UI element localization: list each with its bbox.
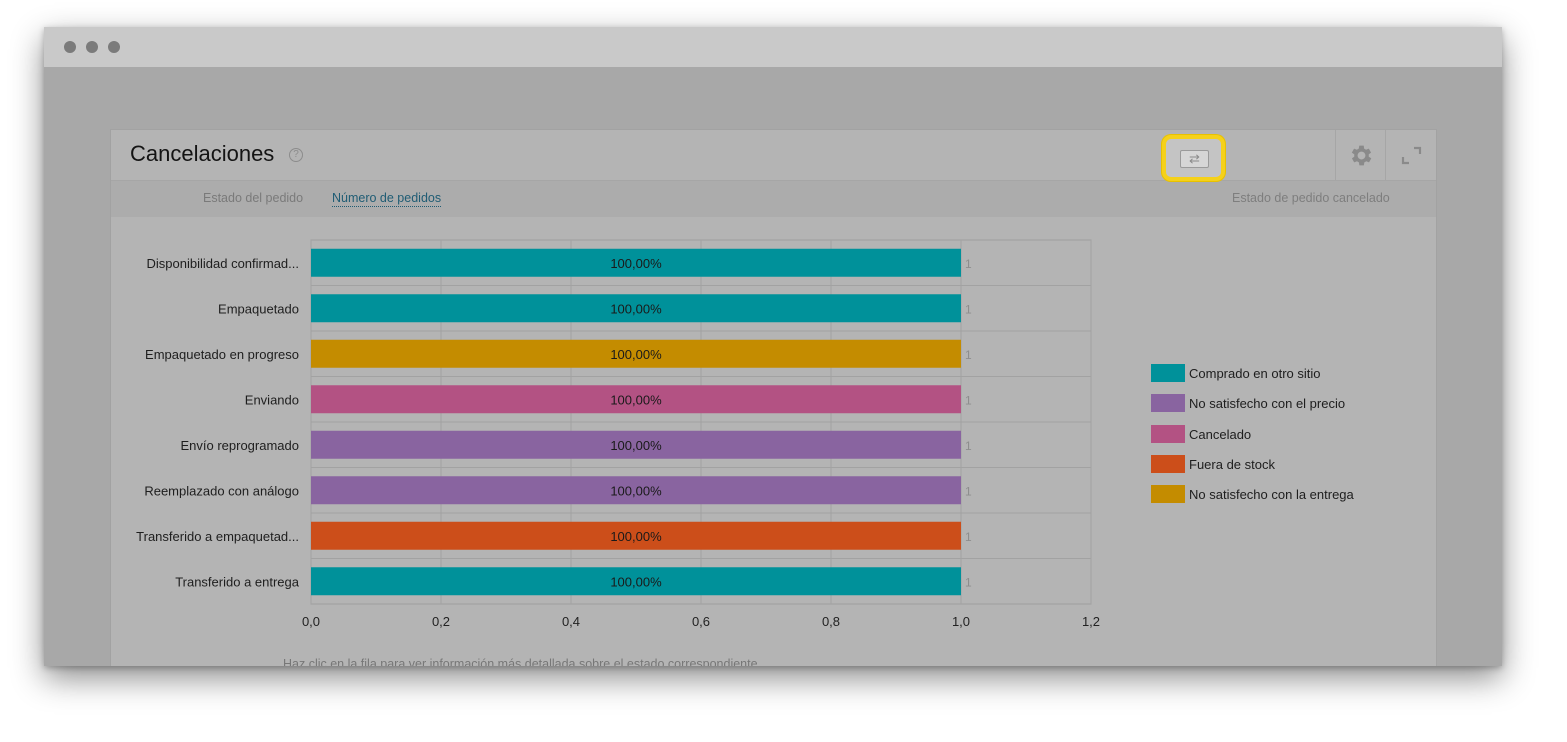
- category-label[interactable]: Disponibilidad confirmad...: [147, 256, 299, 271]
- app-window: Cancelaciones ? Estado del pedido Número…: [44, 27, 1502, 666]
- category-label[interactable]: Transferido a empaquetad...: [136, 529, 299, 544]
- tab-order-status[interactable]: Estado del pedido: [203, 191, 304, 205]
- bar-value-label: 1: [965, 257, 972, 271]
- bar-value-label: 1: [965, 484, 972, 498]
- x-tick-label: 1,2: [1082, 614, 1100, 629]
- x-tick-label: 0,8: [822, 614, 840, 629]
- bar[interactable]: [311, 430, 961, 459]
- cancellations-bar-chart: 0,0 0,2 0,4 0,6 0,8 1,0 1,2 Disponibilidad conf…: [136, 239, 1100, 629]
- bar-percent-label: 100,00%: [610, 256, 662, 271]
- category-label[interactable]: Transferido a entrega: [175, 574, 300, 589]
- category-label[interactable]: Empaquetado: [218, 301, 299, 316]
- question-circle-icon[interactable]: ?: [289, 148, 303, 162]
- bar-percent-label: 100,00%: [610, 483, 662, 498]
- legend-label: Cancelado: [1189, 426, 1252, 442]
- category-label[interactable]: Empaquetado en progreso: [145, 347, 299, 362]
- window-titlebar: [44, 27, 1502, 67]
- widget-title: Cancelaciones: [130, 141, 275, 166]
- swap-view-button[interactable]: ⇄: [1162, 135, 1225, 181]
- bar[interactable]: [311, 248, 961, 277]
- legend-label: No satisfecho con la entrega: [1189, 487, 1354, 503]
- cancellations-widget: Cancelaciones ? Estado del pedido Número…: [110, 129, 1437, 666]
- x-tick-label: 1,0: [952, 614, 970, 629]
- swap-arrows-icon: ⇄: [1180, 150, 1209, 168]
- tabs-bar: Estado del pedido Número de pedidos Esta…: [111, 181, 1436, 217]
- bar-value-label: 1: [965, 393, 972, 407]
- x-tick-label: 0,4: [562, 614, 580, 629]
- bar-value-label: 1: [965, 439, 972, 453]
- category-label[interactable]: Reemplazado con análogo: [144, 483, 299, 498]
- bar[interactable]: [311, 339, 961, 368]
- category-label[interactable]: Envío reprogramado: [180, 438, 299, 453]
- expand-icon: [1401, 146, 1422, 165]
- x-tick-label: 0,6: [692, 614, 710, 629]
- bar-value-label: 1: [965, 348, 972, 362]
- widget-header: Cancelaciones ?: [111, 130, 1436, 181]
- tab-cancelled-status[interactable]: Estado de pedido cancelado: [1232, 191, 1390, 205]
- legend-label: No satisfecho con el precio: [1189, 396, 1346, 412]
- bar-percent-label: 100,00%: [610, 347, 662, 362]
- bar-value-label: 1: [965, 302, 972, 316]
- legend-swatch: [1151, 424, 1185, 443]
- bar-percent-label: 100,00%: [610, 574, 662, 589]
- x-tick-label: 0,2: [432, 614, 450, 629]
- bar[interactable]: [311, 521, 961, 550]
- gear-icon: [1351, 145, 1372, 166]
- legend-swatch: [1151, 485, 1185, 504]
- bar[interactable]: [311, 476, 961, 505]
- bar[interactable]: [311, 567, 961, 596]
- legend-swatch: [1151, 454, 1185, 473]
- expand-button[interactable]: [1385, 130, 1436, 181]
- bar-value-label: 1: [965, 530, 972, 544]
- bar[interactable]: [311, 385, 961, 414]
- x-tick-label: 0,0: [302, 614, 320, 629]
- bar-percent-label: 100,00%: [610, 301, 662, 316]
- category-label[interactable]: Enviando: [245, 392, 299, 407]
- legend-label: Fuera de stock: [1189, 456, 1275, 472]
- bar-percent-label: 100,00%: [610, 529, 662, 544]
- window-close-dot[interactable]: [64, 41, 76, 53]
- bar[interactable]: [311, 294, 961, 323]
- window-minimize-dot[interactable]: [86, 41, 98, 53]
- window-content: Cancelaciones ? Estado del pedido Número…: [44, 67, 1502, 666]
- legend-swatch: [1151, 364, 1185, 382]
- chart-footnote: Haz clic en la fila para ver información…: [283, 657, 758, 666]
- legend-label: Comprado en otro sitio: [1189, 366, 1321, 381]
- tab-order-count[interactable]: Número de pedidos: [332, 191, 442, 207]
- window-maximize-dot[interactable]: [108, 41, 120, 53]
- bar-value-label: 1: [965, 575, 972, 589]
- bar-percent-label: 100,00%: [610, 392, 662, 407]
- settings-button[interactable]: [1335, 130, 1386, 181]
- legend-swatch: [1151, 394, 1185, 413]
- bar-percent-label: 100,00%: [610, 438, 662, 453]
